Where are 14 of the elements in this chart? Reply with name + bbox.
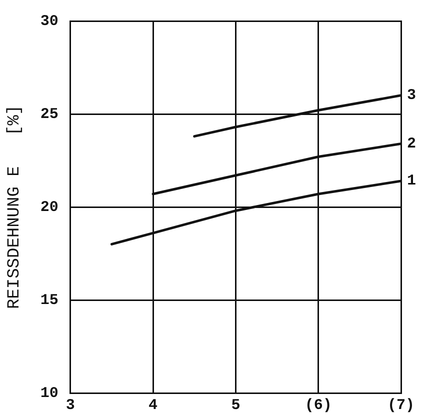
- series-label: 3: [407, 87, 416, 104]
- series-label: 1: [407, 172, 416, 190]
- x-tick-label: 5: [231, 396, 240, 414]
- x-tick-label: 3: [66, 396, 75, 414]
- x-tick-label: (6): [304, 396, 332, 414]
- y-tick-label: 30: [40, 12, 58, 30]
- y-tick-label: 25: [40, 106, 58, 123]
- y-tick-label: 20: [40, 198, 58, 216]
- y-tick-label: 15: [40, 292, 58, 309]
- y-tick-label: 10: [40, 384, 58, 402]
- y-axis-title: REISSDEHNUNG E [%]: [6, 104, 25, 310]
- x-tick-label: 4: [148, 396, 158, 414]
- x-tick-label: (7): [387, 396, 415, 414]
- series-label: 2: [407, 136, 416, 153]
